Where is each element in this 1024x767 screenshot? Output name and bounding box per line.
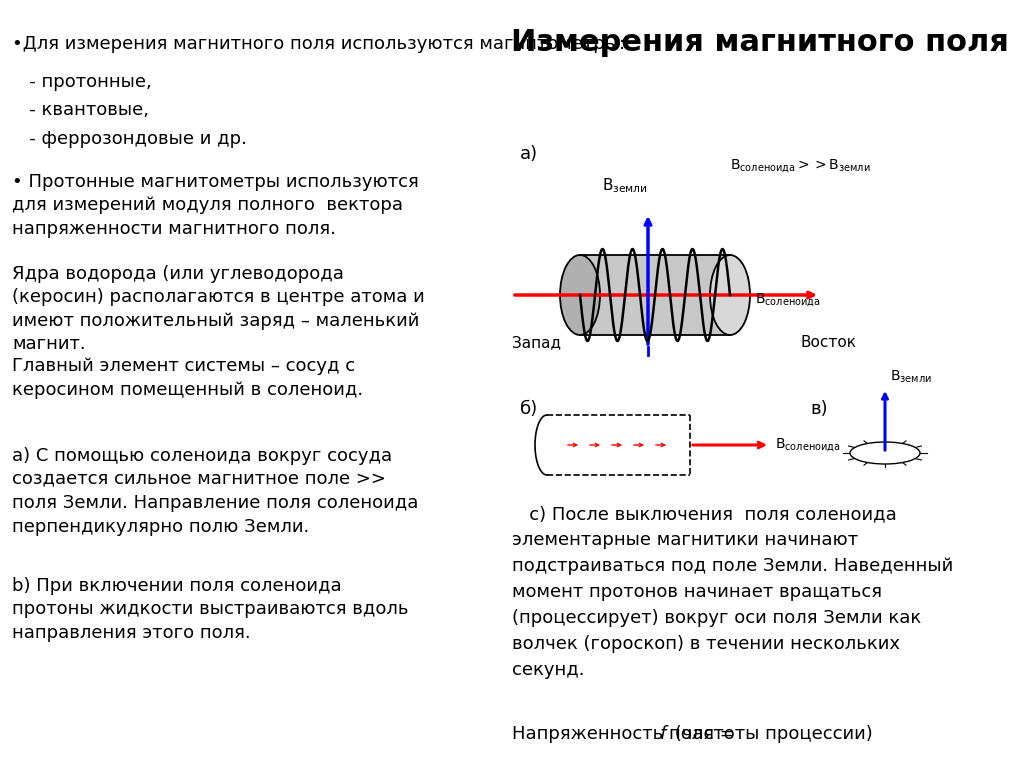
Ellipse shape (710, 255, 750, 335)
Text: - квантовые,: - квантовые, (12, 101, 150, 119)
Text: элементарные магнитики начинают: элементарные магнитики начинают (512, 531, 858, 549)
Text: подстраиваться под поле Земли. Наведенный: подстраиваться под поле Земли. Наведенны… (512, 557, 953, 575)
Text: в): в) (810, 400, 827, 418)
Text: момент протонов начинает вращаться: момент протонов начинает вращаться (512, 583, 882, 601)
Text: (частоты процессии): (частоты процессии) (670, 725, 873, 743)
Text: Главный элемент системы – сосуд с
керосином помещенный в соленоид.: Главный элемент системы – сосуд с кероси… (12, 357, 364, 399)
Text: секунд.: секунд. (512, 661, 585, 679)
Text: $\mathregular{B_{земли}}$: $\mathregular{B_{земли}}$ (602, 176, 648, 195)
Polygon shape (580, 255, 730, 335)
Text: a) С помощью соленоида вокруг сосуда
создается сильное магнитное поле >>
поля Зе: a) С помощью соленоида вокруг сосуда соз… (12, 447, 419, 536)
Text: f: f (659, 725, 666, 743)
Text: а): а) (520, 145, 539, 163)
Text: б): б) (520, 400, 539, 418)
Text: Запад: Запад (512, 335, 561, 350)
Text: •Для измерения магнитного поля используются магнитометры:: •Для измерения магнитного поля использую… (12, 35, 626, 52)
Ellipse shape (560, 255, 600, 335)
Ellipse shape (850, 442, 920, 464)
Text: (процессирует) вокруг оси поля Земли как: (процессирует) вокруг оси поля Земли как (512, 609, 922, 627)
Text: • Протонные магнитометры используются
для измерений модуля полного  вектора
напр: • Протонные магнитометры используются дл… (12, 173, 419, 238)
Text: - феррозондовые и др.: - феррозондовые и др. (12, 130, 247, 147)
Text: $\mathregular{B_{соленоида}}$: $\mathregular{B_{соленоида}}$ (775, 436, 841, 454)
Text: волчек (гороскоп) в течении нескольких: волчек (гороскоп) в течении нескольких (512, 635, 900, 653)
Text: Измерения магнитного поля: Измерения магнитного поля (511, 28, 1009, 57)
Text: $\mathregular{B_{земли}}$: $\mathregular{B_{земли}}$ (890, 369, 932, 385)
Text: Ядра водорода (или углеводорода
(керосин) располагаются в центре атома и
имеют п: Ядра водорода (или углеводорода (керосин… (12, 265, 425, 354)
Text: Напряженность поля =: Напряженность поля = (512, 725, 740, 743)
Text: c) После выключения  поля соленоида: c) После выключения поля соленоида (512, 505, 897, 523)
Text: b) При включении поля соленоида
протоны жидкости выстраиваются вдоль
направления: b) При включении поля соленоида протоны … (12, 577, 409, 642)
Text: $\mathregular{B_{соленоида}}$: $\mathregular{B_{соленоида}}$ (755, 291, 820, 309)
Text: - протонные,: - протонные, (12, 73, 152, 91)
Text: Восток: Восток (800, 335, 856, 350)
Text: $\mathregular{B_{соленоида}>>B_{земли}}$: $\mathregular{B_{соленоида}>>B_{земли}}$ (730, 157, 870, 175)
